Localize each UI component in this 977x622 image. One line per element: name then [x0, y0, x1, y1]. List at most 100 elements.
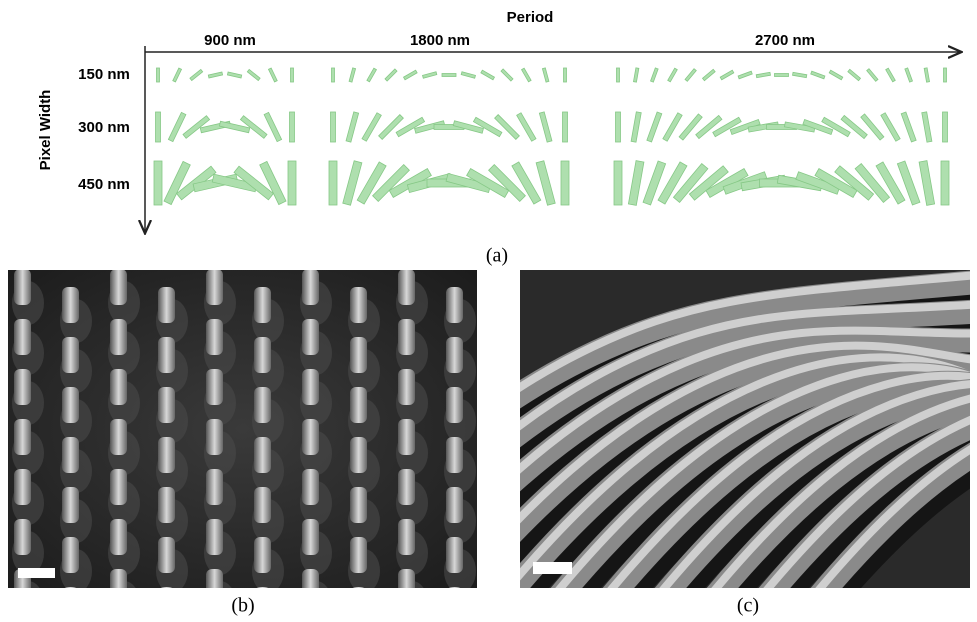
rod-pattern [154, 68, 949, 206]
rod [631, 112, 641, 142]
rod [561, 161, 569, 205]
pillar [62, 337, 79, 373]
rod [168, 112, 186, 141]
panel-label: (c) [737, 595, 759, 617]
period-label: 2700 nm [755, 32, 815, 49]
pillar [206, 469, 223, 505]
rod [811, 71, 825, 79]
rod [247, 69, 260, 80]
pillar [302, 269, 319, 305]
pillar-shadow [156, 599, 188, 622]
pillar [446, 387, 463, 423]
rod [156, 112, 161, 142]
pillar [398, 469, 415, 505]
rod [901, 112, 916, 142]
rod [848, 69, 861, 80]
rod [264, 112, 282, 141]
pillar [350, 487, 367, 523]
rod [329, 161, 337, 205]
rod [291, 68, 294, 82]
rod [685, 69, 696, 82]
rod [628, 161, 644, 206]
pillar [110, 419, 127, 455]
rod [651, 68, 659, 82]
rod [633, 68, 638, 82]
pillar [206, 269, 223, 305]
rod [331, 112, 336, 142]
rod [208, 72, 222, 78]
rod [423, 72, 437, 79]
rod [517, 113, 536, 141]
pillar [350, 387, 367, 423]
rod [542, 68, 549, 82]
rod [522, 68, 532, 82]
pillar [302, 369, 319, 405]
pillar [14, 419, 31, 455]
rod [288, 161, 296, 205]
rod [173, 68, 182, 82]
rod [157, 68, 160, 82]
pillar [206, 369, 223, 405]
rod [867, 69, 878, 82]
pillar [254, 437, 271, 473]
rod [668, 68, 678, 82]
rod [756, 72, 770, 77]
pillar-shadow [60, 599, 92, 622]
pillar [14, 269, 31, 305]
pillar [446, 287, 463, 323]
rod [501, 69, 513, 81]
rod [461, 72, 475, 79]
rod [647, 112, 662, 142]
pillar [158, 587, 175, 622]
pillar [254, 337, 271, 373]
pillar [62, 437, 79, 473]
pillar [158, 437, 175, 473]
pillar [398, 319, 415, 355]
pillar [110, 519, 127, 555]
rod [164, 161, 190, 204]
period-label: 900 nm [204, 32, 256, 49]
pillar [302, 469, 319, 505]
pillar [110, 269, 127, 305]
pillar [158, 287, 175, 323]
rod [941, 161, 949, 205]
pillar [110, 369, 127, 405]
rod [614, 161, 622, 205]
width-label: 300 nm [78, 119, 130, 136]
pillar [14, 469, 31, 505]
pillar [158, 487, 175, 523]
figure: Period Pixel Width 900 nm 1800 nm 2700 n… [0, 0, 977, 622]
rod [385, 69, 397, 81]
pillar [446, 337, 463, 373]
rod [703, 69, 716, 80]
rod [720, 70, 734, 80]
rod [886, 68, 896, 82]
pillar [350, 587, 367, 622]
rod [346, 112, 359, 142]
rod [616, 112, 621, 142]
rod [154, 161, 162, 205]
rod [944, 68, 947, 82]
rod [404, 70, 418, 80]
rod [290, 112, 295, 142]
pillar [206, 419, 223, 455]
rod [442, 74, 456, 77]
rod [905, 68, 913, 82]
pillar [350, 287, 367, 323]
rod [268, 68, 277, 82]
rod [362, 113, 381, 141]
pillar [350, 437, 367, 473]
rod [563, 112, 568, 142]
pillar [14, 319, 31, 355]
rod [227, 72, 241, 78]
rod [617, 68, 620, 82]
pillar [398, 419, 415, 455]
pillar [158, 387, 175, 423]
pillar [350, 537, 367, 573]
rod [829, 70, 843, 80]
pillar [158, 337, 175, 373]
pillar [398, 269, 415, 305]
pillar [254, 287, 271, 323]
pillar [446, 587, 463, 622]
pillar [254, 587, 271, 622]
